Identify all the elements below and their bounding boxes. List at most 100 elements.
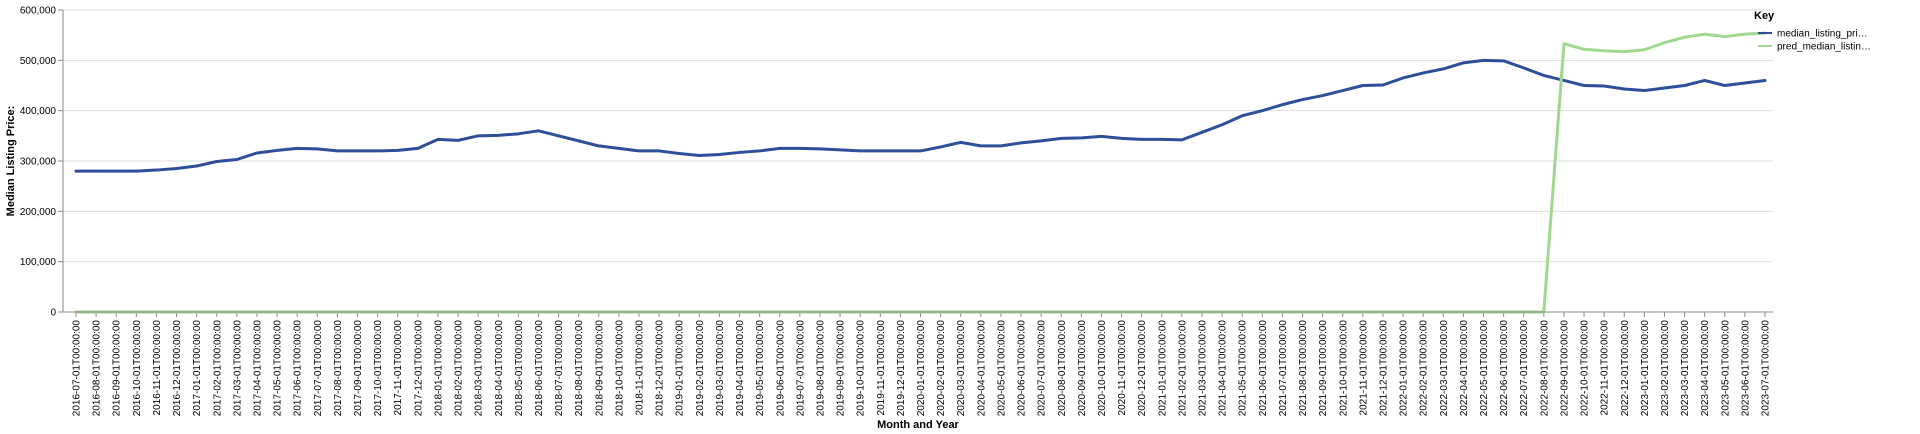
x-tick-label: 2022-05-01T00:00:00 xyxy=(1479,320,1490,417)
x-tick-label: 2019-06-01T00:00:00 xyxy=(775,320,786,417)
x-tick-label: 2022-12-01T00:00:00 xyxy=(1620,320,1631,417)
x-tick-label: 2019-11-01T00:00:00 xyxy=(876,320,887,416)
x-tick-label: 2021-10-01T00:00:00 xyxy=(1338,320,1349,417)
x-tick-label: 2017-04-01T00:00:00 xyxy=(252,320,263,417)
x-tick-label: 2018-07-01T00:00:00 xyxy=(554,320,565,417)
x-tick-label: 2018-04-01T00:00:00 xyxy=(494,320,505,417)
y-axis-title: Median Listing Price: xyxy=(5,106,17,217)
x-tick-label: 2020-05-01T00:00:00 xyxy=(996,320,1007,417)
x-tick-label: 2018-06-01T00:00:00 xyxy=(534,320,545,417)
x-tick-label: 2020-03-01T00:00:00 xyxy=(956,320,967,417)
y-tick-label: 400,000 xyxy=(20,106,57,117)
x-tick-label: 2017-06-01T00:00:00 xyxy=(293,320,304,417)
x-tick-label: 2020-01-01T00:00:00 xyxy=(916,320,927,417)
x-tick-label: 2022-03-01T00:00:00 xyxy=(1439,320,1450,417)
x-tick-label: 2019-10-01T00:00:00 xyxy=(856,320,867,417)
y-tick-label: 200,000 xyxy=(20,207,57,218)
grid-lines xyxy=(63,9,1773,313)
x-tick-label: 2021-04-01T00:00:00 xyxy=(1218,320,1229,417)
x-tick-label: 2021-02-01T00:00:00 xyxy=(1177,320,1188,417)
x-tick-label: 2020-08-01T00:00:00 xyxy=(1057,320,1068,417)
x-tick-label: 2017-05-01T00:00:00 xyxy=(273,320,284,417)
x-tick-label: 2016-08-01T00:00:00 xyxy=(92,320,103,417)
legend: Key median_listing_pri… pred_median_listi… xyxy=(1754,10,1871,53)
x-tick-label: 2021-11-01T00:00:00 xyxy=(1358,320,1369,416)
x-tick-label: 2020-04-01T00:00:00 xyxy=(976,320,987,417)
x-tick-label: 2016-10-01T00:00:00 xyxy=(132,320,143,417)
x-tick-label: 2021-05-01T00:00:00 xyxy=(1238,320,1249,417)
x-tick-label: 2016-11-01T00:00:00 xyxy=(152,320,163,416)
x-tick-label: 2021-07-01T00:00:00 xyxy=(1278,320,1289,417)
legend-title: Key xyxy=(1754,10,1775,22)
x-tick-label: 2019-04-01T00:00:00 xyxy=(735,320,746,417)
x-tick-label: 2022-02-01T00:00:00 xyxy=(1419,320,1430,417)
x-tick-label: 2018-02-01T00:00:00 xyxy=(454,320,465,417)
x-tick-label: 2021-06-01T00:00:00 xyxy=(1258,320,1269,417)
x-tick-label: 2017-12-01T00:00:00 xyxy=(413,320,424,417)
x-tick-label: 2017-08-01T00:00:00 xyxy=(333,320,344,417)
series-lines xyxy=(74,31,1767,314)
x-axis-title: Month and Year xyxy=(877,419,959,431)
x-tick-label: 2020-02-01T00:00:00 xyxy=(936,320,947,417)
x-tick-label: 2018-10-01T00:00:00 xyxy=(614,320,625,417)
x-tick-label: 2017-10-01T00:00:00 xyxy=(373,320,384,417)
x-tick-label: 2016-07-01T00:00:00 xyxy=(72,320,83,417)
x-tick-label: 2019-05-01T00:00:00 xyxy=(755,320,766,417)
x-tick-label: 2021-09-01T00:00:00 xyxy=(1318,320,1329,417)
x-tick-label: 2019-03-01T00:00:00 xyxy=(715,320,726,417)
x-tick-label: 2023-02-01T00:00:00 xyxy=(1660,320,1671,417)
x-tick-label: 2020-10-01T00:00:00 xyxy=(1097,320,1108,417)
x-tick-label: 2020-12-01T00:00:00 xyxy=(1137,320,1148,417)
series-line-2 xyxy=(74,31,1767,314)
x-tick-label: 2018-01-01T00:00:00 xyxy=(433,320,444,417)
x-tick-label: 2020-06-01T00:00:00 xyxy=(1017,320,1028,417)
x-tick-label: 2019-12-01T00:00:00 xyxy=(896,320,907,417)
x-tick-label: 2019-08-01T00:00:00 xyxy=(815,320,826,417)
x-tick-label: 2021-12-01T00:00:00 xyxy=(1378,320,1389,417)
x-tick-label: 2022-09-01T00:00:00 xyxy=(1559,320,1570,417)
x-tick-label: 2018-09-01T00:00:00 xyxy=(594,320,605,417)
x-tick-label: 2021-08-01T00:00:00 xyxy=(1298,320,1309,417)
legend-label-2: pred_median_listin… xyxy=(1777,42,1871,53)
x-tick-label: 2022-11-01T00:00:00 xyxy=(1600,320,1611,416)
x-axis-ticks: 2016-07-01T00:00:00 2016-08-01T00:00:00 20… xyxy=(72,312,1772,416)
y-axis-ticks: 0 100,000 200,000 300,000 400,000 500,000 600,… xyxy=(20,6,63,319)
x-tick-label: 2020-11-01T00:00:00 xyxy=(1117,320,1128,416)
x-tick-label: 2017-09-01T00:00:00 xyxy=(353,320,364,417)
x-tick-label: 2018-03-01T00:00:00 xyxy=(474,320,485,417)
y-tick-label: 600,000 xyxy=(20,6,57,17)
x-tick-label: 2019-09-01T00:00:00 xyxy=(836,320,847,417)
x-tick-label: 2022-06-01T00:00:00 xyxy=(1499,320,1510,417)
y-tick-label: 100,000 xyxy=(20,257,57,268)
x-tick-label: 2019-01-01T00:00:00 xyxy=(675,320,686,417)
x-tick-label: 2023-05-01T00:00:00 xyxy=(1720,320,1731,417)
x-tick-label: 2020-09-01T00:00:00 xyxy=(1077,320,1088,417)
x-tick-label: 2016-12-01T00:00:00 xyxy=(172,320,183,417)
x-tick-label: 2018-08-01T00:00:00 xyxy=(574,320,585,417)
x-tick-label: 2016-09-01T00:00:00 xyxy=(112,320,123,417)
x-tick-label: 2022-10-01T00:00:00 xyxy=(1580,320,1591,417)
x-tick-label: 2017-03-01T00:00:00 xyxy=(232,320,243,417)
y-tick-label: 0 xyxy=(50,308,56,319)
x-tick-label: 2021-01-01T00:00:00 xyxy=(1157,320,1168,417)
x-tick-label: 2018-12-01T00:00:00 xyxy=(655,320,666,417)
x-tick-label: 2017-11-01T00:00:00 xyxy=(393,320,404,416)
y-tick-label: 500,000 xyxy=(20,56,57,67)
x-tick-label: 2023-06-01T00:00:00 xyxy=(1740,320,1751,417)
x-tick-label: 2018-11-01T00:00:00 xyxy=(635,320,646,416)
x-tick-label: 2019-02-01T00:00:00 xyxy=(695,320,706,417)
x-tick-label: 2019-07-01T00:00:00 xyxy=(795,320,806,417)
x-tick-label: 2018-05-01T00:00:00 xyxy=(514,320,525,417)
x-tick-label: 2023-04-01T00:00:00 xyxy=(1700,320,1711,417)
x-tick-label: 2017-07-01T00:00:00 xyxy=(313,320,324,417)
x-tick-label: 2020-07-01T00:00:00 xyxy=(1037,320,1048,417)
x-tick-label: 2017-02-01T00:00:00 xyxy=(212,320,223,417)
x-tick-label: 2022-01-01T00:00:00 xyxy=(1399,320,1410,417)
series-line-1 xyxy=(74,58,1767,173)
x-tick-label: 2023-07-01T00:00:00 xyxy=(1761,320,1772,417)
x-tick-label: 2022-07-01T00:00:00 xyxy=(1519,320,1530,417)
x-tick-label: 2023-03-01T00:00:00 xyxy=(1680,320,1691,417)
legend-label-1: median_listing_pri… xyxy=(1777,29,1868,40)
x-tick-label: 2021-03-01T00:00:00 xyxy=(1198,320,1209,417)
